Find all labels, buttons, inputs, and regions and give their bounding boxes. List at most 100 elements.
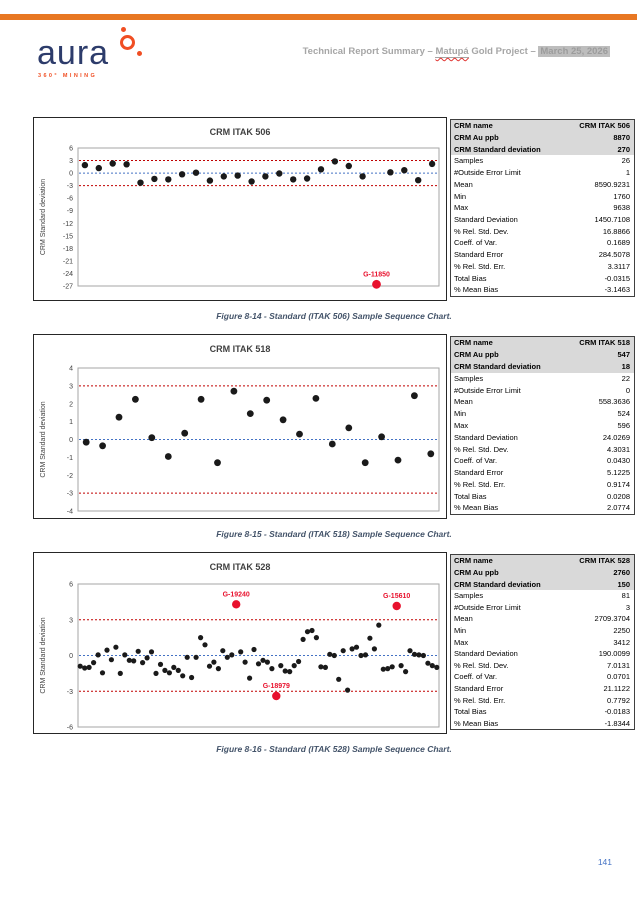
data-point [220,173,227,180]
data-point [181,429,189,437]
table-row: Coeff. of Var. 0.0701 [451,671,634,683]
stat-label: Samples [454,156,484,166]
data-point [82,665,88,671]
svg-text:-15: -15 [63,233,73,240]
data-point [300,637,306,643]
stat-label: Max [454,203,469,213]
page-number: 141 [597,857,612,867]
data-point [312,395,320,402]
table-row: % Rel. Std. Err. 0.9174 [451,479,634,491]
figure-caption-8-15: Figure 8-15 - Standard (ITAK 518) Sample… [216,529,452,540]
data-point [151,175,158,183]
stat-value: 8590.9231 [594,179,630,189]
stat-value: 190.0099 [598,649,630,659]
stat-value: 5.1225 [607,468,630,478]
stat-label: % Rel. Std. Dev. [454,444,509,454]
data-point [378,433,385,441]
stat-value: -0.0315 [604,273,630,283]
data-point [248,178,255,185]
table-row: % Rel. Std. Err. 3.3117 [451,261,634,273]
data-point [290,176,297,183]
stats-table-itak-518: CRM name CRM ITAK 518 CRM Au ppb 547 CRM Sta… [450,336,635,516]
table-row: #Outside Error Limit 1 [451,167,634,179]
chart-itak-506: CRM ITAK 506 6 3 0 -3 -6 -9 -12 -15 -18 -21 -24 -27 C… [33,117,447,301]
stat-label: % Mean Bias [454,718,499,728]
data-point [192,169,200,176]
data-point [123,161,130,168]
stat-value: 596 [617,420,630,430]
stat-value: 0.0208 [607,491,630,501]
table-row: CRM Standard deviation 18 [451,360,634,373]
data-point [117,671,123,677]
data-point [313,635,319,641]
table-row: Max 596 [451,420,634,432]
logo-dot-icon [121,27,126,32]
data-point [178,171,186,178]
data-point [220,648,226,654]
data-point [345,162,352,170]
data-point [175,668,181,674]
table-row: % Rel. Std. Dev. 16.8866 [451,226,634,238]
table-row: % Rel. Std. Err. 0.7792 [451,695,634,707]
data-point [238,649,244,655]
stat-label: #Outside Error Limit [454,385,521,395]
logo-period-icon [137,51,142,56]
stat-value: 81 [621,591,630,601]
scatter-chart-itak-506: CRM ITAK 506 6 3 0 -3 -6 -9 -12 -15 -18 -21 -24 -27 C… [40,127,440,291]
aura-logo-tagline: 360° MINING [38,73,98,79]
stat-label: Standard Deviation [454,432,518,442]
stat-value: 0.9174 [607,479,630,489]
data-point [385,666,391,672]
stat-label: Coeff. of Var. [454,456,498,466]
data-point [109,160,116,167]
title-date: March 25, 2026 [538,46,610,57]
stat-value: 2760 [613,568,630,578]
figure-caption-8-14: Figure 8-14 - Standard (ITAK 506) Sample… [216,311,452,321]
stat-label: Mean [454,179,473,189]
table-row: Samples 81 [451,590,634,602]
stat-label: CRM Standard deviation [454,144,541,154]
document-title: Technical Report Summary – Matupá Gold P… [303,46,610,58]
stat-label: Max [454,637,469,647]
data-point [77,663,83,670]
data-point [164,453,172,461]
data-point [166,670,172,676]
table-row: Total Bias 0.0208 [451,491,634,503]
data-point [380,666,386,673]
table-row: Total Bias -0.0183 [451,706,634,718]
stat-label: Min [454,625,467,635]
table-row: CRM name CRM ITAK 518 [451,337,634,349]
outlier-label: G-15610 [383,593,410,600]
data-point [269,666,275,672]
data-point [279,416,287,424]
data-point [296,659,302,665]
stats-table-itak-506: CRM name CRM ITAK 506 CRM Au ppb 8870 CRM St… [450,119,635,297]
stat-value: -3.1463 [604,285,630,295]
data-point [309,628,315,634]
svg-text:3: 3 [69,618,73,625]
stat-label: Coeff. of Var. [454,672,498,682]
stat-value: 2250 [613,625,630,635]
data-point [331,653,337,659]
data-point [153,671,159,677]
stat-label: Min [454,191,467,201]
aura-logo-wordmark: aura [37,34,110,72]
data-point [291,663,297,669]
data-point [131,658,137,664]
data-point [95,164,102,172]
outlier-point [372,279,381,289]
stat-value: 0.0430 [607,456,630,466]
data-point [376,622,382,629]
stat-value: CRM ITAK 518 [579,338,630,348]
svg-text:-12: -12 [63,221,73,228]
table-row: Mean 8590.9231 [451,179,634,191]
data-point [278,663,284,669]
chart-itak-528: CRM ITAK 528 6 3 0 -3 -6 CRM Standard deviatio… [33,552,447,735]
svg-text:-6: -6 [67,725,73,732]
stat-label: Mean [454,397,473,407]
stat-label: % Rel. Std. Err. [454,261,506,271]
table-row: % Rel. Std. Dev. 4.3031 [451,443,634,455]
table-row: Standard Deviation 1450.7108 [451,214,634,226]
data-point [91,660,97,666]
table-row: % Mean Bias -1.8344 [451,718,634,730]
